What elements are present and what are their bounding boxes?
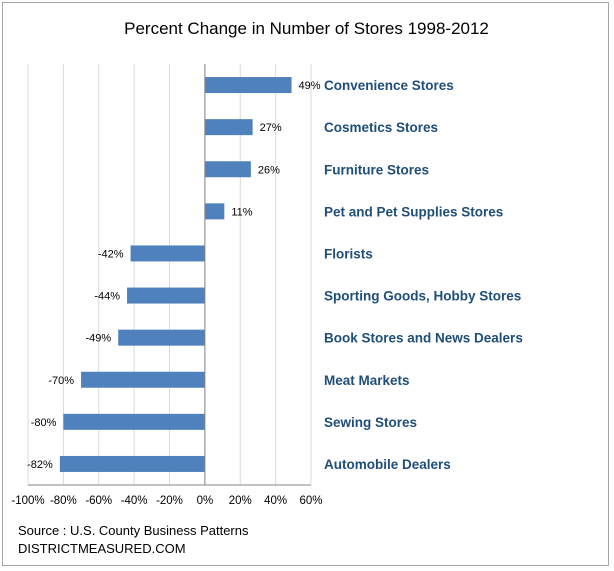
category-label: Sporting Goods, Hobby Stores	[324, 289, 521, 304]
x-tick-label: -60%	[85, 495, 112, 507]
bar	[118, 329, 205, 346]
x-tick-label: -80%	[50, 495, 77, 507]
x-tick-label: 60%	[299, 495, 322, 507]
data-label: -49%	[86, 333, 112, 345]
bar	[204, 119, 253, 136]
x-tick-label: 0%	[197, 495, 214, 507]
category-label: Furniture Stores	[324, 162, 429, 177]
data-label: -80%	[31, 417, 57, 429]
bar	[130, 245, 205, 262]
data-label: 49%	[299, 80, 321, 92]
chart-frame: Percent Change in Number of Stores 1998-…	[2, 2, 609, 566]
data-label: -44%	[94, 291, 120, 303]
bar	[63, 413, 205, 430]
data-label: -70%	[48, 375, 74, 387]
x-tick-label: -40%	[121, 495, 148, 507]
bar	[204, 161, 251, 178]
data-label: -42%	[98, 248, 124, 260]
x-tick-label: -100%	[11, 495, 44, 507]
category-label: Pet and Pet Supplies Stores	[324, 204, 503, 219]
data-label: 26%	[258, 164, 280, 176]
site-credit: DISTRICTMEASURED.COM	[18, 541, 186, 556]
x-tick-label: 40%	[264, 495, 287, 507]
source-text: Source : U.S. County Business Patterns	[18, 523, 249, 538]
category-label: Automobile Dealers	[324, 457, 451, 472]
category-label: Sewing Stores	[324, 415, 417, 430]
category-label: Book Stores and News Dealers	[324, 331, 523, 346]
bar	[204, 77, 292, 94]
bar	[59, 455, 205, 472]
bar	[81, 371, 205, 388]
chart-title: Percent Change in Number of Stores 1998-…	[124, 19, 489, 38]
category-label: Convenience Stores	[324, 78, 454, 93]
x-tick-label: -20%	[156, 495, 183, 507]
category-label: Meat Markets	[324, 373, 410, 388]
source-note: Source : U.S. County Business Patterns D…	[18, 522, 249, 558]
bar	[204, 203, 225, 220]
category-label: Florists	[324, 246, 373, 261]
data-label: 11%	[231, 206, 252, 218]
x-tick-label: 20%	[229, 495, 252, 507]
category-label: Cosmetics Stores	[324, 120, 438, 135]
data-label: -82%	[27, 459, 53, 471]
data-label: 27%	[260, 122, 282, 134]
bar	[127, 287, 205, 304]
